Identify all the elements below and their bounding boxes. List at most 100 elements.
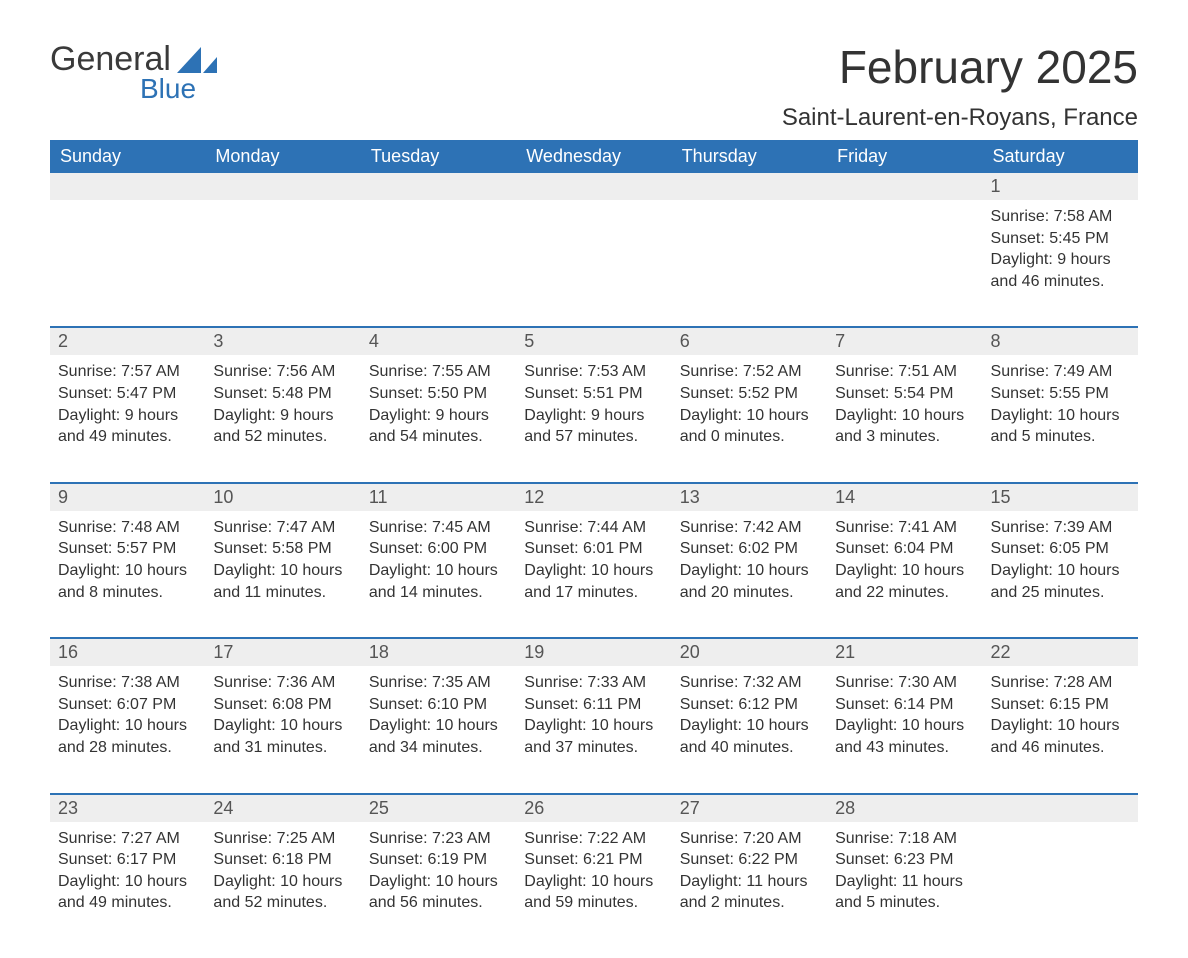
day-sunrise: Sunrise: 7:22 AM bbox=[524, 828, 663, 850]
day-day2: and 2 minutes. bbox=[680, 892, 819, 914]
brand-word2: Blue bbox=[140, 73, 196, 105]
day-number: 4 bbox=[361, 328, 516, 355]
day-day2: and 22 minutes. bbox=[835, 582, 974, 604]
day-sunrise: Sunrise: 7:56 AM bbox=[213, 361, 352, 383]
day-sunrise: Sunrise: 7:32 AM bbox=[680, 672, 819, 694]
day-body: Sunrise: 7:52 AMSunset: 5:52 PMDaylight:… bbox=[672, 355, 827, 451]
day-sunset: Sunset: 6:23 PM bbox=[835, 849, 974, 871]
day-number: 12 bbox=[516, 484, 671, 511]
day-number bbox=[983, 795, 1138, 822]
day-number: 6 bbox=[672, 328, 827, 355]
day-day1: Daylight: 9 hours bbox=[213, 405, 352, 427]
day-number: 9 bbox=[50, 484, 205, 511]
day-sunrise: Sunrise: 7:44 AM bbox=[524, 517, 663, 539]
day-number: 10 bbox=[205, 484, 360, 511]
week-row: 1Sunrise: 7:58 AMSunset: 5:45 PMDaylight… bbox=[50, 173, 1138, 296]
day-day1: Daylight: 11 hours bbox=[680, 871, 819, 893]
day-number bbox=[205, 173, 360, 200]
day-day2: and 49 minutes. bbox=[58, 426, 197, 448]
day-number bbox=[516, 173, 671, 200]
day-day1: Daylight: 10 hours bbox=[680, 405, 819, 427]
day-number: 14 bbox=[827, 484, 982, 511]
brand-logo: General Blue bbox=[50, 40, 217, 105]
day-day2: and 46 minutes. bbox=[991, 737, 1130, 759]
day-sunrise: Sunrise: 7:27 AM bbox=[58, 828, 197, 850]
day-sunset: Sunset: 5:51 PM bbox=[524, 383, 663, 405]
day-day2: and 31 minutes. bbox=[213, 737, 352, 759]
day-sunrise: Sunrise: 7:18 AM bbox=[835, 828, 974, 850]
day-sunrise: Sunrise: 7:49 AM bbox=[991, 361, 1130, 383]
day-sunset: Sunset: 6:05 PM bbox=[991, 538, 1130, 560]
day-cell: 19Sunrise: 7:33 AMSunset: 6:11 PMDayligh… bbox=[516, 639, 671, 762]
day-body: Sunrise: 7:18 AMSunset: 6:23 PMDaylight:… bbox=[827, 822, 982, 918]
day-day2: and 59 minutes. bbox=[524, 892, 663, 914]
day-day1: Daylight: 10 hours bbox=[680, 560, 819, 582]
day-body: Sunrise: 7:25 AMSunset: 6:18 PMDaylight:… bbox=[205, 822, 360, 918]
day-cell: 5Sunrise: 7:53 AMSunset: 5:51 PMDaylight… bbox=[516, 328, 671, 451]
day-sunrise: Sunrise: 7:28 AM bbox=[991, 672, 1130, 694]
day-body: Sunrise: 7:56 AMSunset: 5:48 PMDaylight:… bbox=[205, 355, 360, 451]
day-cell: 7Sunrise: 7:51 AMSunset: 5:54 PMDaylight… bbox=[827, 328, 982, 451]
day-body: Sunrise: 7:44 AMSunset: 6:01 PMDaylight:… bbox=[516, 511, 671, 607]
day-cell: 13Sunrise: 7:42 AMSunset: 6:02 PMDayligh… bbox=[672, 484, 827, 607]
day-cell bbox=[205, 173, 360, 296]
day-sunrise: Sunrise: 7:57 AM bbox=[58, 361, 197, 383]
day-number: 7 bbox=[827, 328, 982, 355]
day-sunset: Sunset: 5:57 PM bbox=[58, 538, 197, 560]
day-cell bbox=[672, 173, 827, 296]
day-cell bbox=[516, 173, 671, 296]
day-body: Sunrise: 7:53 AMSunset: 5:51 PMDaylight:… bbox=[516, 355, 671, 451]
day-body: Sunrise: 7:41 AMSunset: 6:04 PMDaylight:… bbox=[827, 511, 982, 607]
day-body bbox=[516, 200, 671, 210]
day-day1: Daylight: 10 hours bbox=[835, 715, 974, 737]
day-day2: and 5 minutes. bbox=[835, 892, 974, 914]
day-number: 1 bbox=[983, 173, 1138, 200]
day-sunrise: Sunrise: 7:39 AM bbox=[991, 517, 1130, 539]
day-body: Sunrise: 7:39 AMSunset: 6:05 PMDaylight:… bbox=[983, 511, 1138, 607]
day-number: 26 bbox=[516, 795, 671, 822]
day-cell: 10Sunrise: 7:47 AMSunset: 5:58 PMDayligh… bbox=[205, 484, 360, 607]
day-day1: Daylight: 10 hours bbox=[835, 405, 974, 427]
day-body: Sunrise: 7:20 AMSunset: 6:22 PMDaylight:… bbox=[672, 822, 827, 918]
day-sunset: Sunset: 5:58 PM bbox=[213, 538, 352, 560]
day-body bbox=[50, 200, 205, 210]
day-cell: 9Sunrise: 7:48 AMSunset: 5:57 PMDaylight… bbox=[50, 484, 205, 607]
day-body: Sunrise: 7:45 AMSunset: 6:00 PMDaylight:… bbox=[361, 511, 516, 607]
day-cell: 8Sunrise: 7:49 AMSunset: 5:55 PMDaylight… bbox=[983, 328, 1138, 451]
day-body: Sunrise: 7:51 AMSunset: 5:54 PMDaylight:… bbox=[827, 355, 982, 451]
day-day1: Daylight: 10 hours bbox=[213, 715, 352, 737]
day-sunrise: Sunrise: 7:25 AM bbox=[213, 828, 352, 850]
day-number bbox=[361, 173, 516, 200]
day-sunset: Sunset: 6:19 PM bbox=[369, 849, 508, 871]
day-number: 19 bbox=[516, 639, 671, 666]
day-day2: and 34 minutes. bbox=[369, 737, 508, 759]
day-day1: Daylight: 9 hours bbox=[369, 405, 508, 427]
day-sunset: Sunset: 5:47 PM bbox=[58, 383, 197, 405]
day-sunset: Sunset: 6:00 PM bbox=[369, 538, 508, 560]
day-cell: 1Sunrise: 7:58 AMSunset: 5:45 PMDaylight… bbox=[983, 173, 1138, 296]
day-sunrise: Sunrise: 7:52 AM bbox=[680, 361, 819, 383]
day-day2: and 52 minutes. bbox=[213, 892, 352, 914]
day-cell bbox=[50, 173, 205, 296]
day-cell: 24Sunrise: 7:25 AMSunset: 6:18 PMDayligh… bbox=[205, 795, 360, 918]
day-day2: and 54 minutes. bbox=[369, 426, 508, 448]
day-body bbox=[361, 200, 516, 210]
day-sunrise: Sunrise: 7:41 AM bbox=[835, 517, 974, 539]
day-body: Sunrise: 7:57 AMSunset: 5:47 PMDaylight:… bbox=[50, 355, 205, 451]
day-cell: 23Sunrise: 7:27 AMSunset: 6:17 PMDayligh… bbox=[50, 795, 205, 918]
day-cell: 3Sunrise: 7:56 AMSunset: 5:48 PMDaylight… bbox=[205, 328, 360, 451]
day-body: Sunrise: 7:36 AMSunset: 6:08 PMDaylight:… bbox=[205, 666, 360, 762]
day-sunrise: Sunrise: 7:45 AM bbox=[369, 517, 508, 539]
day-day2: and 17 minutes. bbox=[524, 582, 663, 604]
day-day2: and 11 minutes. bbox=[213, 582, 352, 604]
day-number: 27 bbox=[672, 795, 827, 822]
title-block: February 2025 Saint-Laurent-en-Royans, F… bbox=[782, 40, 1138, 132]
day-body: Sunrise: 7:49 AMSunset: 5:55 PMDaylight:… bbox=[983, 355, 1138, 451]
day-day2: and 8 minutes. bbox=[58, 582, 197, 604]
day-sunset: Sunset: 6:02 PM bbox=[680, 538, 819, 560]
day-day2: and 3 minutes. bbox=[835, 426, 974, 448]
day-day2: and 40 minutes. bbox=[680, 737, 819, 759]
day-sunrise: Sunrise: 7:23 AM bbox=[369, 828, 508, 850]
day-cell: 28Sunrise: 7:18 AMSunset: 6:23 PMDayligh… bbox=[827, 795, 982, 918]
day-day2: and 5 minutes. bbox=[991, 426, 1130, 448]
